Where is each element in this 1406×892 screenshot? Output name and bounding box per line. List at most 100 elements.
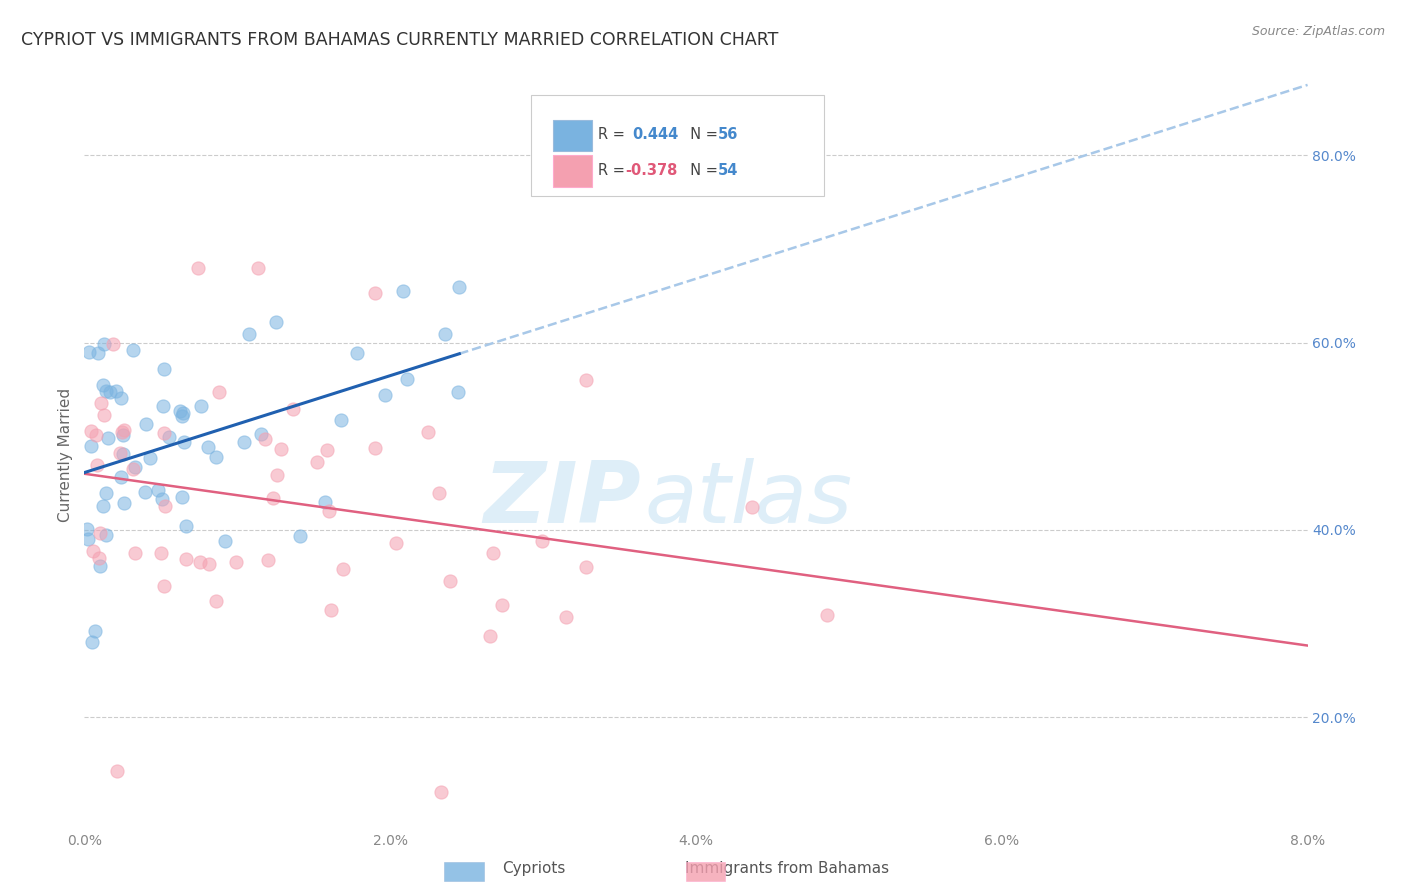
Text: R =: R =	[598, 128, 630, 143]
Point	[330, 413, 353, 427]
Point	[188, 555, 211, 569]
Point	[439, 574, 461, 588]
Point	[253, 432, 276, 446]
Point	[76, 522, 98, 536]
Point	[111, 425, 134, 440]
Point	[84, 624, 107, 638]
Point	[110, 391, 132, 405]
Point	[418, 425, 440, 440]
Point	[80, 424, 103, 438]
Point	[87, 551, 110, 566]
Point	[86, 428, 108, 442]
Point	[146, 483, 169, 497]
Point	[124, 546, 146, 560]
Point	[270, 442, 292, 456]
Point	[815, 607, 838, 622]
Point	[79, 344, 101, 359]
Point	[96, 384, 118, 398]
Text: Cypriots: Cypriots	[502, 861, 567, 876]
Point	[112, 423, 135, 437]
Point	[281, 402, 304, 417]
Y-axis label: Currently Married: Currently Married	[58, 388, 73, 522]
Point	[307, 454, 329, 468]
Point	[108, 445, 131, 459]
Text: ZIP: ZIP	[484, 458, 641, 541]
Text: -0.378: -0.378	[626, 162, 678, 178]
Point	[238, 327, 260, 342]
Point	[208, 385, 231, 400]
Point	[481, 545, 503, 559]
Point	[169, 404, 191, 418]
Point	[391, 284, 413, 298]
Point	[80, 440, 103, 454]
Point	[97, 432, 120, 446]
Point	[315, 442, 337, 457]
Text: 0.444: 0.444	[633, 128, 679, 143]
Point	[152, 399, 174, 413]
Point	[447, 384, 470, 399]
Point	[314, 495, 336, 509]
Point	[434, 326, 457, 341]
Point	[531, 533, 554, 548]
Point	[150, 491, 173, 506]
Point	[225, 555, 247, 569]
Point	[122, 462, 145, 476]
Point	[214, 534, 236, 549]
Point	[170, 490, 193, 504]
FancyBboxPatch shape	[553, 120, 592, 152]
Point	[190, 400, 212, 414]
Point	[374, 387, 396, 401]
Text: N =: N =	[682, 162, 723, 178]
Point	[385, 536, 408, 550]
Point	[197, 441, 219, 455]
Point	[98, 385, 121, 400]
Point	[77, 533, 100, 547]
Point	[332, 562, 354, 576]
Point	[575, 559, 598, 574]
Point	[94, 485, 117, 500]
Point	[364, 285, 387, 300]
Point	[105, 764, 128, 779]
Point	[152, 425, 174, 440]
Point	[112, 428, 135, 442]
Point	[554, 610, 576, 624]
Point	[93, 337, 115, 351]
Text: R =: R =	[598, 162, 630, 178]
Point	[134, 484, 156, 499]
Point	[135, 417, 157, 432]
Point	[82, 544, 104, 558]
Point	[172, 407, 194, 421]
Point	[112, 496, 135, 510]
Point	[122, 343, 145, 357]
Point	[478, 629, 501, 643]
Point	[112, 447, 135, 461]
Point	[170, 409, 193, 423]
Text: 56: 56	[718, 128, 738, 143]
Point	[93, 408, 115, 422]
Point	[110, 470, 132, 484]
Point	[174, 519, 197, 533]
Point	[257, 553, 280, 567]
Point	[89, 526, 111, 541]
Text: 54: 54	[718, 162, 738, 178]
Point	[94, 528, 117, 542]
Point	[205, 594, 228, 608]
Point	[197, 557, 219, 571]
Point	[346, 346, 368, 360]
Point	[89, 558, 111, 573]
Point	[86, 458, 108, 473]
Point	[173, 434, 195, 449]
Text: N =: N =	[682, 128, 723, 143]
Point	[91, 378, 114, 392]
Point	[87, 346, 110, 360]
Point	[449, 279, 471, 293]
Point	[250, 426, 273, 441]
FancyBboxPatch shape	[531, 95, 824, 196]
FancyBboxPatch shape	[553, 155, 592, 186]
Point	[288, 529, 311, 543]
Point	[741, 500, 763, 515]
Point	[491, 598, 513, 612]
Point	[149, 546, 172, 560]
Point	[246, 260, 269, 275]
Point	[395, 372, 418, 386]
